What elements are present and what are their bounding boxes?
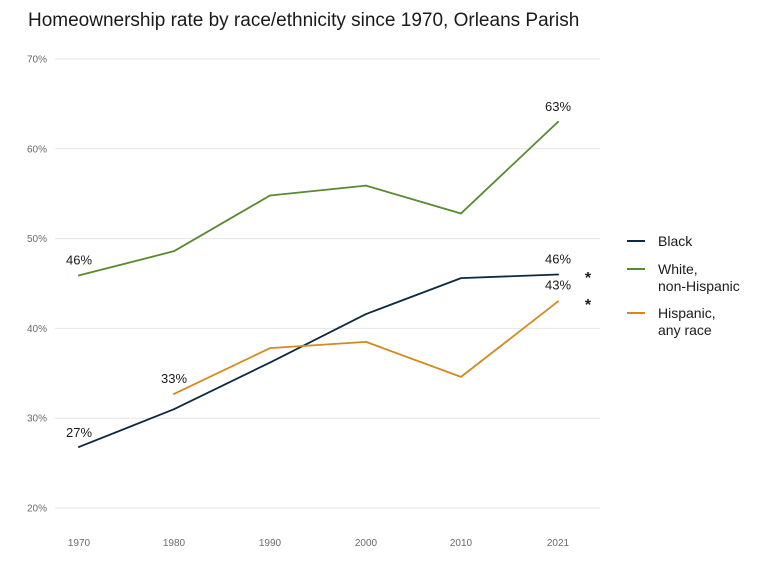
data-point: [460, 375, 462, 378]
data-point: [365, 313, 367, 315]
series-line-1: [78, 120, 559, 277]
data-label: 27%: [66, 425, 92, 440]
data-point: [365, 340, 367, 343]
data-label: 63%: [545, 99, 571, 114]
data-point: [173, 408, 175, 411]
data-point: [269, 361, 271, 364]
data-point: [173, 393, 175, 395]
data-point: [365, 184, 367, 187]
x-tick-label: 2021: [547, 538, 570, 549]
data-point: [557, 120, 559, 123]
chart-title: Homeownership rate by race/ethnicity sin…: [28, 10, 579, 31]
data-labels: 27% 46% 46% 63% 33% 43%: [66, 99, 571, 440]
x-tick-label: 2010: [450, 538, 473, 549]
annotation-asterisk: *: [585, 297, 592, 314]
series-line-2: [173, 300, 559, 395]
series-line-0: [78, 273, 559, 448]
data-point: [78, 274, 80, 277]
x-axis: 1970 1980 1990 2000 2010 2021: [68, 538, 570, 549]
data-label: 43%: [545, 277, 571, 292]
series-lines: [78, 120, 559, 448]
legend-label: Black: [658, 233, 693, 249]
x-tick-label: 1980: [163, 538, 186, 549]
data-point: [78, 446, 80, 448]
data-point: [269, 194, 271, 197]
y-tick-label: 40%: [27, 324, 47, 335]
data-point: [173, 250, 175, 253]
y-tick-label: 30%: [27, 414, 47, 425]
x-tick-label: 1970: [68, 538, 91, 549]
data-point: [460, 277, 462, 280]
y-tick-label: 70%: [27, 55, 47, 66]
data-label: 46%: [545, 252, 571, 267]
y-axis: 20% 30% 40% 50% 60% 70%: [27, 55, 47, 515]
data-point: [269, 347, 271, 350]
data-point: [460, 212, 462, 215]
legend-label: any race: [658, 322, 712, 338]
legend: Black White,non-Hispanic Hispanic,any race: [627, 233, 740, 338]
data-label: 46%: [66, 252, 92, 267]
annotations: **: [585, 270, 592, 314]
data-point: [557, 273, 559, 276]
gridlines: [55, 58, 600, 509]
legend-label: Hispanic,: [658, 305, 716, 321]
legend-label: non-Hispanic: [658, 278, 740, 294]
y-tick-label: 20%: [27, 504, 47, 515]
y-tick-label: 50%: [27, 234, 47, 245]
data-label: 33%: [161, 371, 187, 386]
y-tick-label: 60%: [27, 144, 47, 155]
annotation-asterisk: *: [585, 270, 592, 287]
legend-label: White,: [658, 261, 698, 277]
x-tick-label: 1990: [259, 538, 282, 549]
data-point: [557, 300, 559, 303]
x-tick-label: 2000: [355, 538, 378, 549]
